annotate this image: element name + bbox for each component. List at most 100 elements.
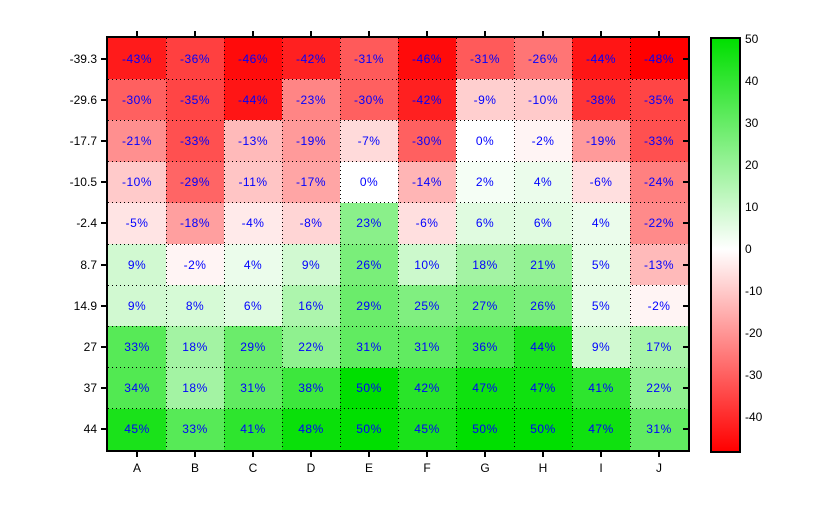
heatmap-cell: -46% (398, 38, 456, 80)
cell-value-label: 31% (240, 381, 266, 396)
cell-value-label: -30% (121, 92, 152, 107)
cell-value-label: 18% (472, 257, 498, 272)
cell-value-label: 41% (240, 422, 266, 437)
heatmap-cell: -35% (166, 79, 224, 121)
heatmap-cell: -48% (630, 38, 688, 80)
cell-value-label: 4% (243, 257, 263, 272)
heatmap-cell: 16% (282, 285, 340, 327)
heatmap-cell: 41% (572, 367, 630, 409)
heatmap-cell: 45% (398, 408, 456, 450)
cell-value-label: 41% (588, 381, 614, 396)
cell-value-label: 4% (591, 216, 611, 231)
heatmap-cell: 27% (456, 285, 514, 327)
heatmap-cell: -21% (108, 120, 166, 162)
cell-value-label: 2% (475, 175, 495, 190)
x-axis-tick-bottom (310, 452, 312, 457)
cell-value-label: 18% (182, 381, 208, 396)
cell-value-label: -30% (411, 133, 442, 148)
heatmap-cell: 0% (340, 161, 398, 203)
heatmap-cell: -13% (224, 120, 282, 162)
cell-value-label: 31% (414, 339, 440, 354)
heatmap-cell: 22% (630, 367, 688, 409)
heatmap-cell: 48% (282, 408, 340, 450)
x-axis-tick-bottom (252, 452, 254, 457)
y-tick-label: -2.4 (76, 216, 97, 231)
y-tick-label: 37 (83, 381, 97, 396)
heatmap-cell: 45% (108, 408, 166, 450)
x-axis-tick-top (426, 31, 428, 36)
cell-value-label: -23% (295, 92, 326, 107)
cell-value-label: 9% (127, 298, 147, 313)
cell-value-label: 29% (356, 298, 382, 313)
grid-line-horizontal (108, 243, 688, 245)
cell-value-label: -33% (179, 133, 210, 148)
cell-value-label: 22% (298, 339, 324, 354)
cell-value-label: 9% (591, 339, 611, 354)
cell-value-label: -46% (411, 51, 442, 66)
x-tick-label: H (538, 461, 548, 475)
cell-value-label: -48% (643, 51, 674, 66)
heatmap-cell: 38% (282, 367, 340, 409)
x-axis-tick-top (310, 31, 312, 36)
heatmap-cell: -2% (166, 244, 224, 286)
heatmap-cell: -36% (166, 38, 224, 80)
y-axis-tick-right (683, 222, 688, 225)
y-axis-tick-left (101, 346, 106, 348)
heatmap-cell: -46% (224, 38, 282, 80)
heatmap-cell: 23% (340, 202, 398, 244)
heatmap-cell: 9% (282, 244, 340, 286)
heatmap-cell: 6% (514, 202, 572, 244)
cell-value-label: 50% (356, 422, 382, 437)
heatmap-cell: -4% (224, 202, 282, 244)
grid-line-horizontal (108, 119, 688, 121)
cell-value-label: -21% (121, 133, 152, 148)
y-axis-tick-left (101, 140, 106, 142)
y-axis-tick-left (101, 428, 106, 431)
cell-value-label: 47% (530, 381, 556, 396)
x-axis-tick-top (484, 31, 486, 36)
cell-value-label: -44% (237, 92, 268, 107)
y-axis-tick-right (683, 98, 688, 101)
heatmap-cell: -35% (630, 79, 688, 121)
heatmap-cell: 18% (456, 244, 514, 286)
x-axis-tick-bottom (484, 452, 486, 457)
colorbar-tick-label: -40 (745, 410, 763, 425)
heatmap-cell: -42% (398, 79, 456, 121)
heatmap-cell: 34% (108, 367, 166, 409)
cell-value-label: 44% (530, 339, 556, 354)
x-tick-label: D (306, 461, 316, 475)
colorbar-tick-label: 30 (745, 116, 759, 131)
heatmap-cell: 44% (514, 326, 572, 368)
cell-value-label: -11% (238, 175, 268, 190)
heatmap-cell: 47% (456, 367, 514, 409)
cell-value-label: -42% (411, 92, 442, 107)
y-axis-tick-left (101, 98, 106, 101)
heatmap-cell: -44% (224, 79, 282, 121)
heatmap-cell: -30% (398, 120, 456, 162)
grid-line-horizontal (108, 78, 688, 80)
grid-line-horizontal (108, 408, 688, 410)
y-axis-tick-right (683, 346, 688, 348)
y-tick-label: 44 (83, 422, 97, 437)
cell-value-label: -24% (643, 175, 674, 190)
heatmap-cell: 50% (340, 408, 398, 450)
heatmap-cell: 31% (224, 367, 282, 409)
cell-value-label: 36% (472, 339, 498, 354)
colorbar (710, 37, 741, 453)
heatmap-cell: -10% (108, 161, 166, 203)
cell-value-label: 16% (298, 298, 324, 313)
y-tick-label: -17.7 (69, 134, 97, 148)
cell-value-label: 29% (240, 339, 266, 354)
y-axis-tick-right (683, 57, 688, 60)
cell-value-label: -2% (531, 133, 555, 148)
heatmap-cell: 50% (340, 367, 398, 409)
heatmap-cell: -30% (108, 79, 166, 121)
cell-value-label: -6% (589, 175, 613, 190)
heatmap-cell: 33% (166, 408, 224, 450)
grid-line-horizontal (108, 325, 688, 327)
cell-value-label: -38% (585, 92, 616, 107)
heatmap-cell: -11% (224, 161, 282, 203)
cell-value-label: -4% (241, 216, 265, 231)
colorbar-tick-label: -10 (745, 284, 763, 299)
cell-value-label: -46% (237, 51, 268, 66)
